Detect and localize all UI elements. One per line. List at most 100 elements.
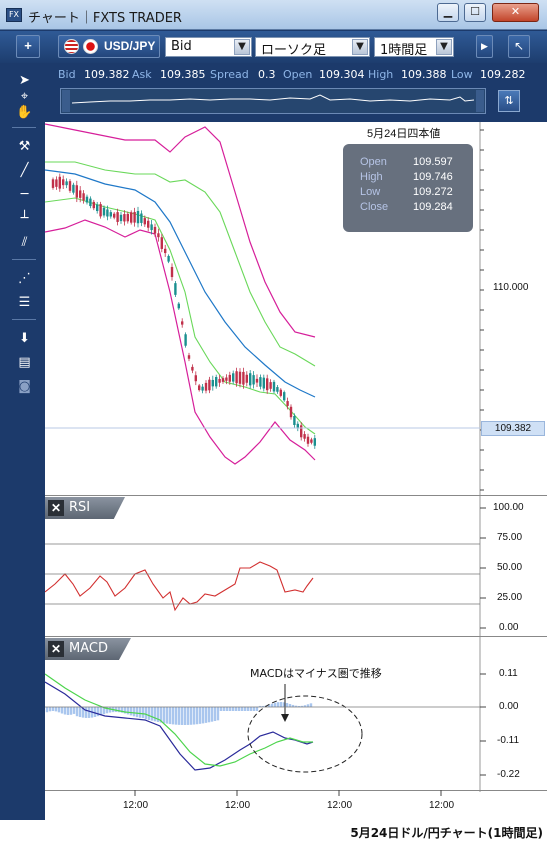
channel-tool[interactable]: ⫽ <box>15 233 34 252</box>
candle-body <box>143 218 146 225</box>
macd-histogram-bar <box>147 707 151 720</box>
macd-histogram-bar <box>222 707 226 711</box>
title-bar[interactable]: FX チャート｜FXTS TRADER ▁ ☐ ✕ <box>0 0 547 30</box>
pointer-tool[interactable]: ➤ <box>15 71 34 90</box>
add-chart-button[interactable]: + <box>16 35 40 58</box>
toolbar-scroll-button[interactable]: ▶ <box>476 35 493 58</box>
candle-body <box>218 378 221 383</box>
snapshot-button[interactable]: ◙ <box>15 377 34 396</box>
chevron-down-icon: ▼ <box>436 39 452 55</box>
candle-body <box>106 209 109 217</box>
pan-tool[interactable]: ✋ <box>15 103 34 122</box>
chart-toolbar: + USD/JPY Bid ▼ ローソク足 ▼ 1時間足 ▼ ▶ ↖ <box>0 31 547 63</box>
candle-body <box>238 371 242 384</box>
macd-histogram-bar <box>237 707 241 711</box>
candle-body <box>167 255 170 262</box>
macd-histogram-bar <box>180 707 184 725</box>
undock-button[interactable]: ↖ <box>508 35 530 58</box>
app-icon: FX <box>6 8 22 22</box>
macd-histogram-bar <box>249 707 253 711</box>
macd-plot <box>45 673 363 773</box>
crosshair-tool[interactable]: ⌖ <box>15 87 34 106</box>
candle-body <box>293 416 296 425</box>
candle-body <box>289 406 293 418</box>
current-price-label: 109.382 <box>481 421 545 436</box>
annotation-arrow-head <box>281 714 289 722</box>
time-label: 12:00 <box>429 800 455 811</box>
candle-body <box>283 392 286 401</box>
minimize-button[interactable]: ▁ <box>437 3 459 22</box>
macd-histogram-bar <box>60 707 64 714</box>
candle-body <box>113 213 116 218</box>
chart-scroll-button[interactable]: ⇅ <box>498 90 520 112</box>
candle-body <box>211 379 214 387</box>
macd-histogram-bar <box>117 707 121 713</box>
arrow-pointer-icon: ➤ <box>19 73 30 88</box>
macd-histogram-bar <box>78 707 82 718</box>
macd-histogram-bar <box>186 707 190 725</box>
vertical-line-tool[interactable]: ┴ <box>15 209 34 228</box>
macd-histogram-bar <box>165 707 169 724</box>
close-icon: ✕ <box>510 5 521 18</box>
macd-histogram-bar <box>225 707 229 711</box>
chart-type-select[interactable]: ローソク足 ▼ <box>255 37 370 58</box>
macd-histogram-bar <box>303 705 307 707</box>
candle-body <box>191 366 194 371</box>
macd-histogram-bar <box>297 705 301 707</box>
axes-group <box>45 129 547 796</box>
rsi-tick-25: 25.00 <box>497 592 523 603</box>
close-rsi-button[interactable]: ✕ <box>48 500 64 516</box>
price-overview-strip[interactable] <box>60 88 486 114</box>
download-button[interactable]: ⬇ <box>15 329 34 348</box>
candle-body <box>276 387 279 392</box>
sidebar-divider <box>12 127 36 128</box>
macd-histogram-bar <box>240 707 244 711</box>
horizontal-line-tool[interactable]: ─ <box>15 185 34 204</box>
sidebar-divider <box>12 319 36 320</box>
panel-divider <box>45 495 547 496</box>
macd-histogram-bar <box>174 707 178 725</box>
candle-body <box>187 355 191 359</box>
window-title: チャート｜FXTS TRADER <box>28 11 182 26</box>
candle-body <box>296 423 299 429</box>
macd-histogram-bar <box>93 707 97 717</box>
fibonacci-tool[interactable]: ☰ <box>15 293 34 312</box>
candle-body <box>170 266 174 278</box>
candle-body <box>194 375 197 382</box>
candle-body <box>82 193 85 201</box>
macd-tick-011: 0.11 <box>499 668 518 679</box>
macd-histogram-bar <box>201 707 205 724</box>
candle-body <box>72 184 75 193</box>
chart-canvas[interactable] <box>45 122 547 820</box>
symbol-label: USD/JPY <box>104 39 156 53</box>
candle-body <box>245 374 248 383</box>
candle-body <box>68 181 72 191</box>
infobox-open-label: Open <box>360 156 387 168</box>
macd-histogram-bar <box>231 707 235 711</box>
close-button[interactable]: ✕ <box>492 3 539 22</box>
macd-histogram-bar <box>144 707 148 720</box>
chart-area[interactable]: 5月24日四本値 Open 109.597 High 109.746 Low 1… <box>45 122 547 820</box>
list-button[interactable]: ▤ <box>15 353 34 372</box>
time-label: 12:00 <box>327 800 353 811</box>
price-type-select[interactable]: Bid ▼ <box>165 37 252 57</box>
panel-divider <box>45 636 547 637</box>
bollinger-upper-line <box>45 123 316 338</box>
macd-histogram-bar <box>219 707 223 711</box>
macd-histogram-bar <box>129 707 133 716</box>
macd-histogram-bar <box>252 707 256 711</box>
maximize-button[interactable]: ☐ <box>464 3 486 22</box>
low-value: 109.282 <box>480 68 526 81</box>
hammer-tool[interactable]: ⚒ <box>15 137 34 156</box>
ohlc-infobox: Open 109.597 High 109.746 Low 109.272 Cl… <box>343 144 473 232</box>
macd-histogram-bar <box>261 705 265 707</box>
trendline-icon: ╱ <box>20 163 29 178</box>
symbol-button[interactable]: USD/JPY <box>58 35 160 58</box>
timeframe-select[interactable]: 1時間足 ▼ <box>374 37 454 58</box>
macd-histogram-bar <box>210 707 214 722</box>
arrow-diagonal-icon: ↖ <box>513 39 525 53</box>
fan-tool[interactable]: ⋰ <box>15 269 34 288</box>
candle-body <box>160 237 163 249</box>
trendline-tool[interactable]: ╱ <box>15 161 34 180</box>
close-macd-button[interactable]: ✕ <box>48 641 64 657</box>
